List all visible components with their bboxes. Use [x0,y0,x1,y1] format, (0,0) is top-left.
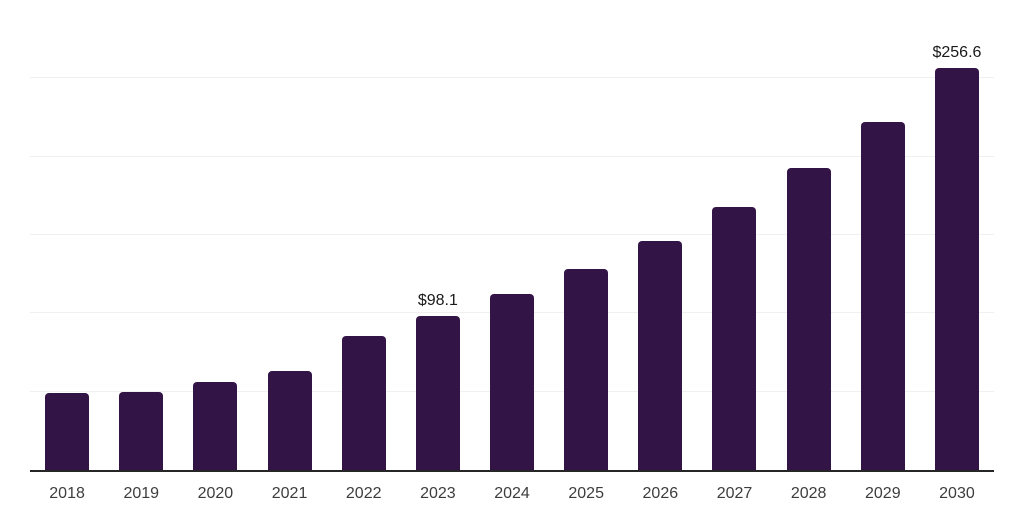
x-axis-labels: 2018 2019 2020 2021 2022 2023 2024 2025 2026 2027… [30,485,994,503]
x-tick-label-2025: 2025 [568,485,604,502]
bar-slot-2023: $98.1 [401,0,475,470]
bar-2020[interactable] [193,382,238,470]
x-tick-label-2028: 2028 [790,485,827,502]
x-tick-label-2027: 2027 [716,485,753,502]
value-label-2023: $98.1 [417,292,458,310]
bar-slot-2029 [846,0,920,470]
bar-chart: $98.1 $256.6 2018 2019 2020 2021 2022 2023 2024… [30,0,994,503]
bar-2023[interactable] [415,316,460,470]
bars-row: $98.1 $256.6 [30,0,994,470]
bar-slot-2022 [327,0,401,470]
value-label-2030: $256.6 [932,44,982,61]
bar-slot-2030: $256.6 [920,0,994,470]
bar-slot-2028 [772,0,846,470]
x-tick-label-2026: 2026 [642,485,679,502]
bar-slot-2025 [549,0,623,470]
bar-2018[interactable] [45,393,90,470]
x-tick-label-2023: 2023 [420,485,456,502]
bar-2021[interactable] [267,371,312,470]
x-tick-label-2018: 2018 [49,485,85,502]
bar-2024[interactable] [490,293,535,470]
x-tick-label-2022: 2022 [345,485,382,502]
bar-2026[interactable] [638,241,683,470]
bar-2019[interactable] [119,391,164,470]
bar-2025[interactable] [564,269,609,470]
bar-slot-2024 [475,0,549,470]
bar-2027[interactable] [712,206,757,470]
x-tick-label-2029: 2029 [865,485,901,502]
bar-slot-2021 [252,0,326,470]
x-tick-label-2020: 2020 [197,485,234,502]
bar-2030[interactable] [934,68,979,470]
bar-2029[interactable] [860,122,905,470]
plot-area: $98.1 $256.6 [30,0,994,472]
bar-2028[interactable] [786,167,831,470]
bar-slot-2027 [697,0,771,470]
bar-slot-2026 [623,0,697,470]
bar-slot-2018 [30,0,104,470]
bar-slot-2020 [178,0,252,470]
x-tick-label-2030: 2030 [939,485,975,502]
x-tick-label-2024: 2024 [494,485,530,502]
x-tick-label-2021: 2021 [271,485,308,502]
bar-slot-2019 [104,0,178,470]
bar-2022[interactable] [341,336,386,470]
x-tick-label-2019: 2019 [123,485,160,502]
